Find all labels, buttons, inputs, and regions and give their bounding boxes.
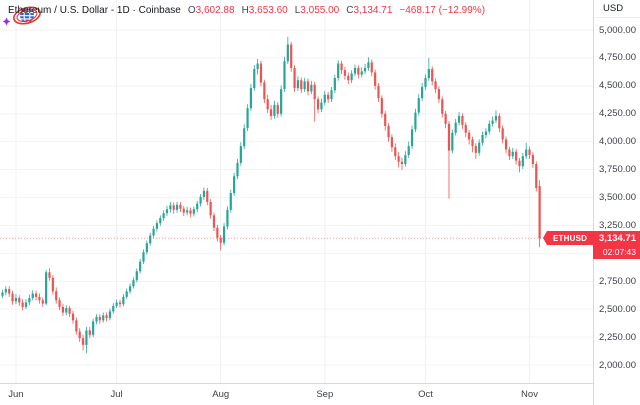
month-tick-label: Jun xyxy=(8,389,24,400)
time-axis[interactable]: Jun Jul Aug Sep Oct Nov xyxy=(0,383,640,405)
price-tick-label: 4,750.00 xyxy=(599,52,636,64)
month-tick-label: Nov xyxy=(521,389,538,400)
price-tick-label: 3,250.00 xyxy=(599,219,636,231)
symbol-header: Ethereum / U.S. Dollar - 1D · Coinbase O3… xyxy=(8,4,485,18)
price-flag-countdown: 02:07:43 xyxy=(593,245,640,259)
month-tick-label: Sep xyxy=(316,389,334,400)
price-axis[interactable]: USD 5,000.00 4,750.00 4,500.00 4,250.00 4,00… xyxy=(593,0,640,405)
price-axis-unit: USD xyxy=(594,0,640,18)
month-tick-label: Oct xyxy=(418,389,433,400)
low-value: 3,055.00 xyxy=(300,5,340,16)
price-flag: ETHUSD 3,134.71 xyxy=(543,231,640,245)
price-flag-symbol: ETHUSD xyxy=(553,233,588,243)
candlestick-chart xyxy=(0,0,593,383)
orbit-ring-inner-icon xyxy=(16,9,38,22)
globe-orbit-logo[interactable] xyxy=(0,0,44,30)
ohlc-open: O3,602.88 xyxy=(187,5,235,16)
high-value: 3,653.60 xyxy=(248,5,288,16)
open-value: 3,602.88 xyxy=(195,5,235,16)
ohlc-high: H3,653.60 xyxy=(241,5,288,16)
price-tick-label: 2,250.00 xyxy=(599,331,636,343)
price-tick-label: 2,000.00 xyxy=(599,359,636,371)
change-value: −468.17 (−12.99%) xyxy=(399,5,486,16)
price-tick-label: 3,500.00 xyxy=(599,192,636,203)
price-tick-label: 4,000.00 xyxy=(599,136,636,148)
price-tick-label: 2,500.00 xyxy=(599,303,636,315)
price-tick-label: 3,750.00 xyxy=(599,164,636,176)
ohlc-close: C3,134.71 xyxy=(346,5,393,16)
ohlc-low: L3,055.00 xyxy=(294,5,340,16)
price-tick-label: 4,500.00 xyxy=(599,80,636,92)
month-tick-label: Jul xyxy=(110,389,123,400)
sparkle-icon xyxy=(2,17,11,26)
price-tick-label: 2,750.00 xyxy=(599,275,636,287)
chart-plot-area[interactable]: Ethereum / U.S. Dollar - 1D · Coinbase O3… xyxy=(0,0,593,383)
symbol-title[interactable]: Ethereum / U.S. Dollar - 1D · Coinbase xyxy=(8,5,181,16)
price-tick-label: 5,000.00 xyxy=(599,24,636,36)
price-flag-price: 3,134.71 xyxy=(599,232,636,244)
close-value: 3,134.71 xyxy=(353,5,393,16)
orbit-ring-icon xyxy=(13,6,41,25)
price-tick-label: 4,250.00 xyxy=(599,108,636,120)
month-tick-label: Aug xyxy=(212,389,230,400)
